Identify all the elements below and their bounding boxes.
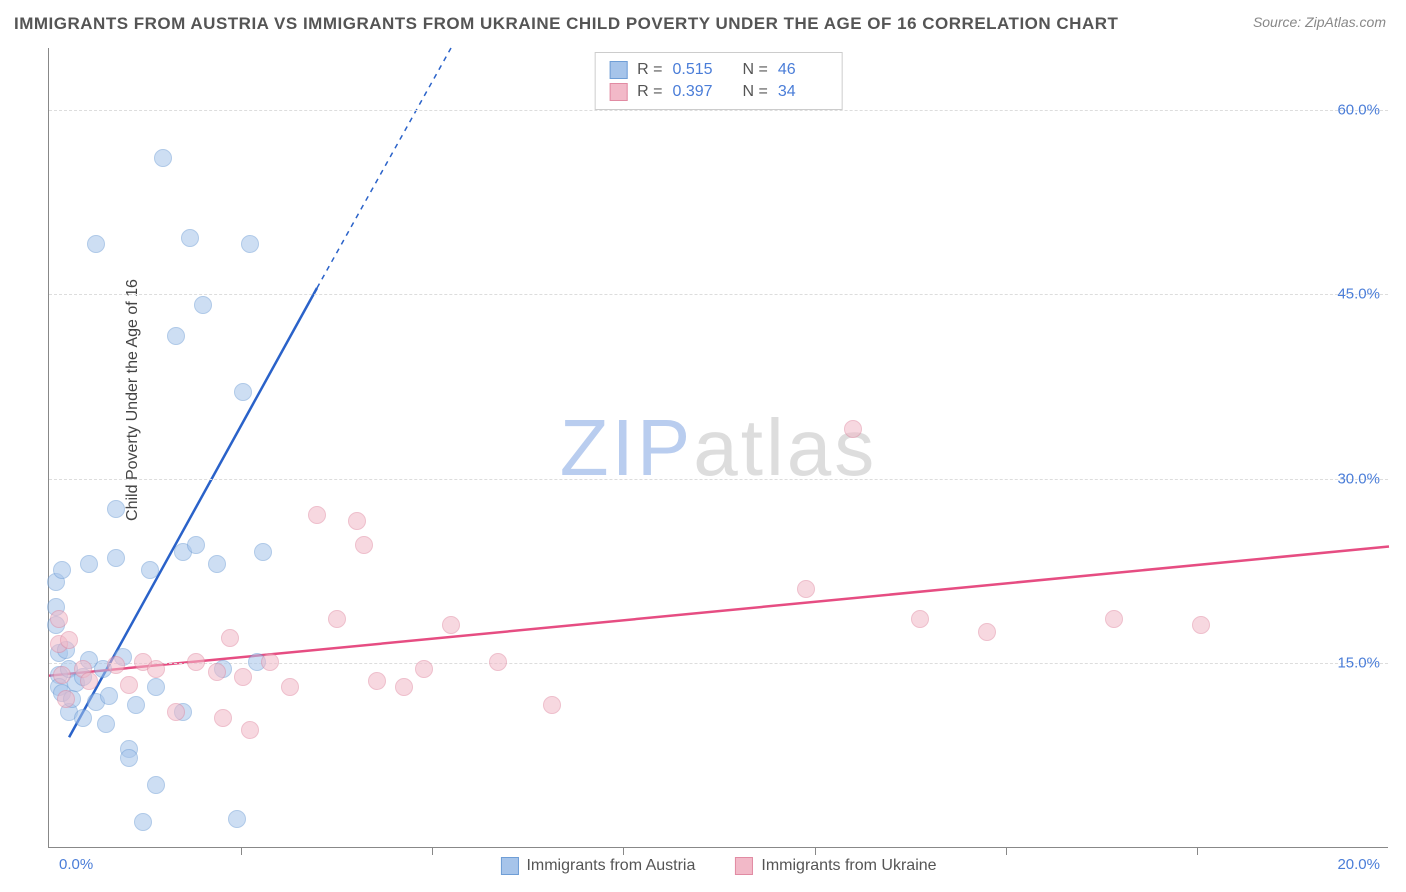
scatter-point <box>57 690 75 708</box>
scatter-point <box>167 327 185 345</box>
gridline-h <box>49 110 1388 111</box>
scatter-point <box>1105 610 1123 628</box>
legend-label-ukraine: Immigrants from Ukraine <box>761 857 936 875</box>
scatter-point <box>194 296 212 314</box>
scatter-point <box>228 810 246 828</box>
scatter-point <box>53 666 71 684</box>
scatter-point <box>415 660 433 678</box>
legend-swatch-austria <box>500 857 518 875</box>
scatter-point <box>167 703 185 721</box>
scatter-point <box>261 653 279 671</box>
r-label: R = <box>637 61 662 79</box>
r-label: R = <box>637 83 662 101</box>
y-tick-label: 30.0% <box>1337 470 1380 487</box>
legend-item-austria: Immigrants from Austria <box>500 857 695 875</box>
x-tick <box>241 847 242 855</box>
stats-row-austria: R = 0.515 N = 46 <box>609 59 828 81</box>
scatter-point <box>308 506 326 524</box>
y-tick-label: 45.0% <box>1337 286 1380 303</box>
scatter-point <box>87 235 105 253</box>
source-attribution: Source: ZipAtlas.com <box>1253 14 1386 30</box>
scatter-point <box>80 672 98 690</box>
x-tick-label: 20.0% <box>1337 856 1380 873</box>
scatter-point <box>234 383 252 401</box>
legend-swatch-ukraine <box>735 857 753 875</box>
stats-row-ukraine: R = 0.397 N = 34 <box>609 81 828 103</box>
bottom-legend: Immigrants from Austria Immigrants from … <box>500 857 936 875</box>
scatter-point <box>208 555 226 573</box>
scatter-point <box>254 543 272 561</box>
scatter-point <box>107 500 125 518</box>
scatter-point <box>978 623 996 641</box>
scatter-point <box>134 813 152 831</box>
scatter-point <box>120 749 138 767</box>
source-label: Source: <box>1253 14 1301 30</box>
scatter-point <box>147 660 165 678</box>
scatter-point <box>797 580 815 598</box>
x-tick <box>623 847 624 855</box>
scatter-point <box>844 420 862 438</box>
legend-item-ukraine: Immigrants from Ukraine <box>735 857 936 875</box>
x-tick <box>1197 847 1198 855</box>
n-label: N = <box>743 61 768 79</box>
scatter-point <box>154 149 172 167</box>
scatter-point <box>50 610 68 628</box>
x-tick <box>432 847 433 855</box>
scatter-point <box>911 610 929 628</box>
correlation-stats-box: R = 0.515 N = 46 R = 0.397 N = 34 <box>594 52 843 110</box>
source-value: ZipAtlas.com <box>1305 14 1386 30</box>
trend-line-extrapolated <box>317 48 451 288</box>
scatter-point <box>1192 616 1210 634</box>
scatter-point <box>80 555 98 573</box>
scatter-point <box>187 536 205 554</box>
scatter-point <box>53 561 71 579</box>
scatter-point <box>281 678 299 696</box>
scatter-point <box>214 709 232 727</box>
scatter-point <box>368 672 386 690</box>
scatter-point <box>147 678 165 696</box>
scatter-point <box>181 229 199 247</box>
y-tick-label: 15.0% <box>1337 655 1380 672</box>
scatter-point <box>100 687 118 705</box>
scatter-point <box>355 536 373 554</box>
scatter-plot-area: ZIPatlas R = 0.515 N = 46 R = 0.397 N = … <box>48 48 1388 848</box>
scatter-point <box>97 715 115 733</box>
y-tick-label: 60.0% <box>1337 101 1380 118</box>
scatter-point <box>74 709 92 727</box>
scatter-point <box>241 721 259 739</box>
scatter-point <box>187 653 205 671</box>
chart-title: IMMIGRANTS FROM AUSTRIA VS IMMIGRANTS FR… <box>14 14 1118 34</box>
n-value-austria: 46 <box>778 61 828 79</box>
gridline-h <box>49 294 1388 295</box>
legend-label-austria: Immigrants from Austria <box>526 857 695 875</box>
scatter-point <box>60 631 78 649</box>
scatter-point <box>221 629 239 647</box>
swatch-austria <box>609 61 627 79</box>
r-value-ukraine: 0.397 <box>673 83 723 101</box>
scatter-point <box>442 616 460 634</box>
r-value-austria: 0.515 <box>673 61 723 79</box>
scatter-point <box>328 610 346 628</box>
x-tick-label: 0.0% <box>59 856 93 873</box>
scatter-point <box>107 549 125 567</box>
scatter-point <box>348 512 366 530</box>
swatch-ukraine <box>609 83 627 101</box>
scatter-point <box>395 678 413 696</box>
x-tick <box>815 847 816 855</box>
scatter-point <box>127 696 145 714</box>
scatter-point <box>489 653 507 671</box>
x-tick <box>1006 847 1007 855</box>
scatter-point <box>241 235 259 253</box>
scatter-point <box>543 696 561 714</box>
gridline-h <box>49 479 1388 480</box>
scatter-point <box>107 656 125 674</box>
scatter-point <box>208 663 226 681</box>
n-label: N = <box>743 83 768 101</box>
scatter-point <box>147 776 165 794</box>
scatter-point <box>234 668 252 686</box>
n-value-ukraine: 34 <box>778 83 828 101</box>
scatter-point <box>141 561 159 579</box>
scatter-point <box>120 676 138 694</box>
